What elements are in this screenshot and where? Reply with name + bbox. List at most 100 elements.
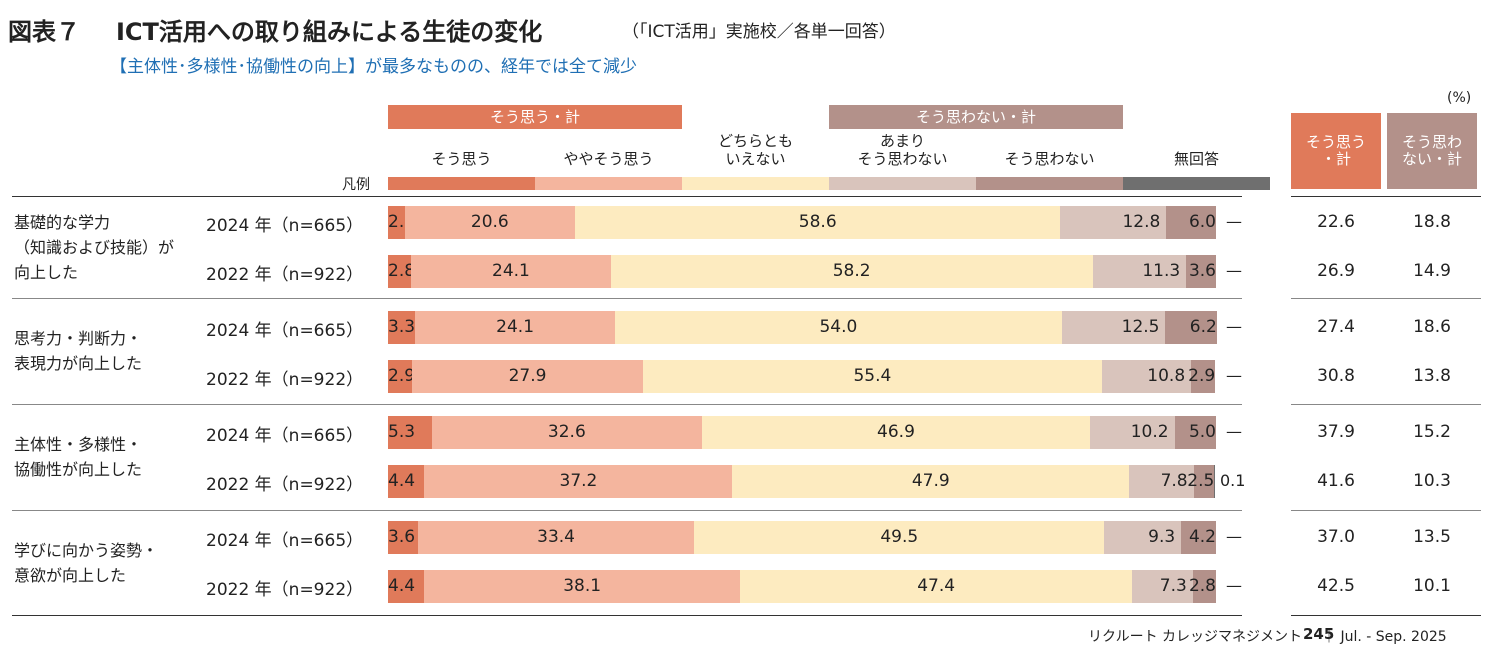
bar-segment <box>739 570 1133 603</box>
legend-swatch-0 <box>388 177 535 190</box>
bar-segment <box>417 521 695 554</box>
bar-segment <box>701 416 1091 449</box>
legend-label-3: あまり そう思わない <box>857 132 948 168</box>
bar-segment <box>694 521 1105 554</box>
totals-divider <box>1291 404 1481 405</box>
legend-swatch-1 <box>535 177 682 190</box>
bar-segment <box>1060 206 1167 239</box>
segment-value-label: 4.4 <box>388 471 416 491</box>
segment-value-label: 12.5 <box>1121 317 1160 337</box>
row-year-label: 2024 年（n=665） <box>206 216 364 236</box>
segment-value-label: 6.2 <box>1189 317 1217 337</box>
bar-segment <box>1192 570 1216 603</box>
total-agree-value: 41.6 <box>1317 471 1355 491</box>
noanswer-dash: — <box>1226 366 1242 385</box>
segment-value-label: 3.6 <box>388 527 416 547</box>
segment-value-label: 58.6 <box>798 212 837 232</box>
legend-label-2: どちらとも いえない <box>717 132 793 168</box>
group-divider <box>12 298 1242 299</box>
segment-value-label: 58.2 <box>832 261 871 281</box>
segment-value-label: 4.4 <box>388 576 416 596</box>
legend-swatch-3 <box>829 177 976 190</box>
segment-value-label: 32.6 <box>547 422 586 442</box>
bar-segment <box>1092 255 1187 288</box>
row-group-label: 基礎的な学力 （知識および技能）が 向上した <box>14 213 175 282</box>
bar-segment <box>388 570 425 603</box>
total-disagree-value: 14.9 <box>1413 261 1451 281</box>
segment-value-label: 10.2 <box>1130 422 1169 442</box>
bar-segment <box>1181 521 1216 554</box>
totals-bottom-rule <box>1291 615 1481 616</box>
segment-value-label: 24.1 <box>496 317 535 337</box>
segment-value-label: 55.4 <box>853 366 892 386</box>
group-divider <box>12 510 1242 511</box>
bar-segment <box>424 570 740 603</box>
total-agree-value: 42.5 <box>1317 576 1355 596</box>
bar-segment <box>388 521 418 554</box>
bar-segment <box>1090 416 1175 449</box>
bar-segment <box>1165 311 1217 344</box>
row-year-label: 2024 年（n=665） <box>206 321 364 341</box>
bar-segment <box>610 255 1093 288</box>
legend-group-disagree: そう思わない・計 <box>829 105 1123 129</box>
total-disagree-value: 18.8 <box>1413 212 1451 232</box>
segment-value-label: 20.6 <box>470 212 509 232</box>
segment-value-label: 4.2 <box>1188 527 1216 547</box>
bar-segment <box>412 360 643 393</box>
bar-segment <box>614 311 1062 344</box>
noanswer-dash: — <box>1226 317 1242 336</box>
total-disagree-value: 13.5 <box>1413 527 1451 547</box>
total-agree-value: 26.9 <box>1317 261 1355 281</box>
segment-value-label: 47.4 <box>917 576 956 596</box>
figure-subtitle: 【主体性･多様性･協働性の向上】が最多なものの、経年では全て減少 <box>110 57 637 77</box>
legend-group-agree: そう思う・計 <box>388 105 682 129</box>
segment-value-label: 2.9 <box>1188 366 1216 386</box>
legend-label-1: ややそう思う <box>563 150 654 168</box>
segment-value-label: 5.3 <box>388 422 416 442</box>
figure-title: ICT活用への取り組みによる生徒の変化 <box>116 18 543 46</box>
total-agree-value: 37.9 <box>1317 422 1355 442</box>
bar-segment <box>388 416 432 449</box>
figure-number: 図表７ <box>8 18 80 46</box>
group-divider <box>12 404 1242 405</box>
bar-segment <box>388 360 412 393</box>
legend-swatch-4 <box>976 177 1123 190</box>
total-agree-value: 22.6 <box>1317 212 1355 232</box>
total-agree-value: 30.8 <box>1317 366 1355 386</box>
segment-value-label: 5.0 <box>1188 422 1216 442</box>
row-group-label: 思考力・判断力・ 表現力が向上した <box>14 329 143 373</box>
noanswer-dash: — <box>1226 261 1242 280</box>
segment-value-label: 6.0 <box>1188 212 1216 232</box>
bar-segment <box>431 416 702 449</box>
bar-segment <box>1174 416 1216 449</box>
bar-segment <box>404 206 576 239</box>
noanswer-dash: — <box>1226 527 1242 546</box>
totals-header-disagree: そう思わ ない・計 <box>1387 113 1477 189</box>
bar-segment <box>1129 465 1194 498</box>
legend-key-label: 凡例 <box>342 177 370 193</box>
bar-segment <box>1186 255 1216 288</box>
legend-label-0: そう思う <box>431 150 492 168</box>
segment-value-label: 7.8 <box>1160 471 1188 491</box>
totals-top-rule <box>1291 196 1481 197</box>
row-group-label: 主体性・多様性・ 協働性が向上した <box>14 435 143 479</box>
segment-value-label: 49.5 <box>880 527 919 547</box>
segment-value-label: 47.9 <box>911 471 950 491</box>
segment-value-label: 3.6 <box>1188 261 1216 281</box>
segment-value-label: 2.8 <box>388 261 416 281</box>
row-year-label: 2022 年（n=922） <box>206 370 364 390</box>
bar-segment <box>388 206 405 239</box>
bar-segment <box>643 360 1102 393</box>
totals-divider <box>1291 510 1481 511</box>
footer-page-number: 245 <box>1303 625 1335 643</box>
bar-segment <box>424 465 733 498</box>
row-year-label: 2022 年（n=922） <box>206 265 364 285</box>
segment-value-label: 11.3 <box>1142 261 1181 281</box>
bar-segment <box>732 465 1130 498</box>
noanswer-dash: — <box>1226 422 1242 441</box>
noanswer-dash: — <box>1226 212 1242 231</box>
bar-segment <box>1101 360 1192 393</box>
bar-segment <box>1132 570 1193 603</box>
total-agree-value: 37.0 <box>1317 527 1355 547</box>
segment-value-label: 46.9 <box>877 422 915 442</box>
